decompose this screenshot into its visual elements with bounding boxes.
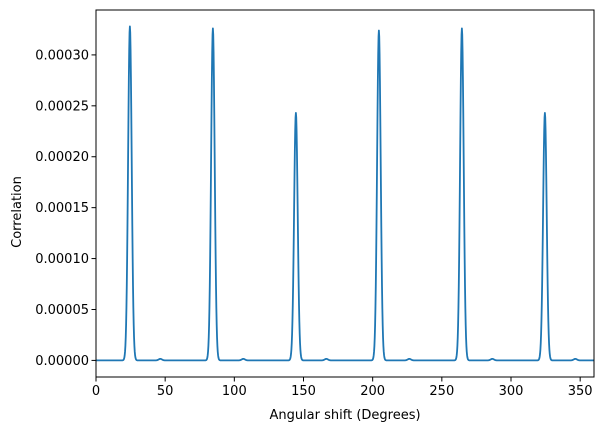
y-tick-label: 0.00015	[35, 201, 89, 216]
x-tick-label: 100	[222, 384, 247, 399]
x-axis-label: Angular shift (Degrees)	[269, 408, 420, 423]
x-tick-label: 250	[429, 384, 454, 399]
x-tick-label: 50	[157, 384, 174, 399]
x-tick-label: 200	[360, 384, 385, 399]
y-tick-label: 0.00030	[35, 48, 89, 63]
y-tick-label: 0.00005	[35, 303, 89, 318]
y-tick-label: 0.00010	[35, 252, 89, 267]
x-tick-label: 150	[291, 384, 316, 399]
x-tick-label: 0	[92, 384, 100, 399]
y-axis-label: Correlation	[10, 176, 25, 248]
correlation-series-line	[95, 25, 595, 362]
plot-area	[95, 25, 595, 362]
y-tick-label: 0.00020	[35, 150, 89, 165]
y-tick-label: 0.00000	[35, 354, 89, 369]
x-tick-label: 300	[499, 384, 524, 399]
y-tick-label: 0.00025	[35, 99, 89, 114]
axes: 0 50 100 150 200 250 300 350 0.00000 0.00005 0.000…	[35, 9, 595, 399]
x-tick-label: 350	[568, 384, 593, 399]
axes-frame	[95, 9, 595, 378]
